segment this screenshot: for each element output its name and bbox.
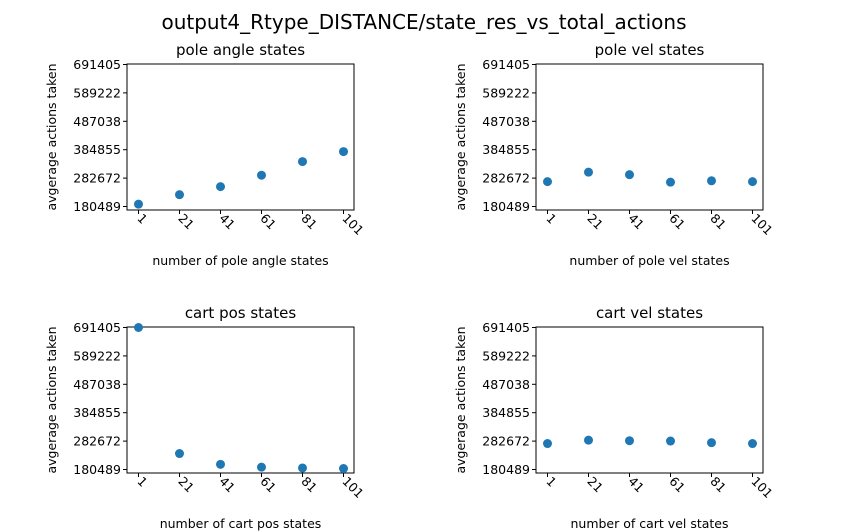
- y-tick-label: 180489: [73, 462, 121, 477]
- y-tick-label: 487038: [482, 377, 530, 392]
- x-tick-label: 61: [257, 211, 279, 233]
- y-tick-label: 589222: [482, 85, 530, 100]
- x-tick-label: 1: [134, 474, 150, 490]
- axes-frame: [126, 63, 355, 211]
- data-point: [748, 177, 757, 187]
- x-tick-label: 41: [216, 474, 238, 496]
- y-tick-label: 282672: [482, 171, 530, 186]
- subplot-title: cart vel states: [596, 304, 703, 322]
- x-tick-label: 1: [543, 211, 559, 227]
- y-tick-label: 487038: [73, 377, 121, 392]
- data-point: [298, 463, 307, 473]
- y-tick-label: 384855: [73, 405, 121, 420]
- data-point: [666, 177, 675, 187]
- x-tick-label: 101: [748, 474, 775, 501]
- data-point: [216, 459, 225, 469]
- x-axis-label: number of cart vel states: [570, 516, 728, 531]
- data-point: [707, 176, 716, 186]
- x-tick-label: 61: [666, 211, 688, 233]
- data-point: [339, 147, 348, 157]
- y-tick-label: 384855: [73, 142, 121, 157]
- y-tick-label: 384855: [482, 142, 530, 157]
- x-tick-label: 41: [625, 474, 647, 496]
- subplot-pole-angle-states: pole angle states 180489 282672 384855 48703…: [44, 41, 367, 268]
- figure-title: output4_Rtype_DISTANCE/state_res_vs_tota…: [161, 10, 686, 34]
- y-tick-label: 180489: [482, 199, 530, 214]
- x-tick-label: 21: [175, 211, 197, 233]
- y-tick-label: 691405: [482, 57, 530, 72]
- y-tick-label: 691405: [73, 57, 121, 72]
- y-axis-label: avgerage actions taken: [453, 326, 468, 473]
- y-tick-label: 384855: [482, 405, 530, 420]
- subplot-title: pole vel states: [595, 41, 705, 59]
- data-point: [543, 177, 552, 187]
- axes-frame: [535, 326, 764, 474]
- data-point: [707, 438, 716, 448]
- y-tick-label: 691405: [482, 320, 530, 335]
- x-axis-label: number of cart pos states: [160, 516, 322, 531]
- data-point: [543, 439, 552, 449]
- x-tick-label: 1: [543, 474, 559, 490]
- y-axis-label: avgerage actions taken: [44, 326, 59, 473]
- data-point: [216, 182, 225, 192]
- axes-frame: [535, 63, 764, 211]
- x-tick-label: 21: [175, 474, 197, 496]
- x-tick-label: 81: [707, 211, 729, 233]
- y-tick-label: 282672: [482, 434, 530, 449]
- x-tick-label: 21: [584, 211, 606, 233]
- subplot-pole-vel-states: pole vel states 180489 282672 384855 487038 5…: [453, 41, 776, 268]
- y-tick-label: 180489: [73, 199, 121, 214]
- data-point: [298, 157, 307, 167]
- x-axis-label: number of pole angle states: [152, 253, 328, 268]
- y-axis-label: avgerage actions taken: [44, 63, 59, 210]
- x-tick-label: 101: [339, 474, 366, 501]
- x-tick-label: 81: [707, 474, 729, 496]
- data-point: [134, 199, 143, 209]
- data-point: [175, 449, 184, 459]
- data-point: [134, 323, 143, 332]
- data-point: [748, 439, 757, 449]
- data-point: [584, 435, 593, 445]
- data-point: [257, 462, 266, 472]
- data-point: [339, 464, 348, 474]
- y-tick-label: 589222: [482, 348, 530, 363]
- y-tick-label: 282672: [73, 171, 121, 186]
- data-point: [625, 170, 634, 180]
- data-point: [625, 436, 634, 446]
- y-tick-label: 180489: [482, 462, 530, 477]
- y-tick-label: 487038: [73, 114, 121, 129]
- subplot-title: cart pos states: [185, 304, 297, 322]
- data-point: [584, 167, 593, 177]
- x-tick-label: 81: [298, 474, 320, 496]
- x-tick-label: 41: [625, 211, 647, 233]
- axes-frame: [126, 326, 355, 474]
- x-tick-label: 21: [584, 474, 606, 496]
- y-tick-label: 589222: [73, 85, 121, 100]
- x-tick-label: 81: [298, 211, 320, 233]
- y-tick-label: 487038: [482, 114, 530, 129]
- data-point: [666, 436, 675, 446]
- y-axis-label: avgerage actions taken: [453, 63, 468, 210]
- x-tick-label: 61: [666, 474, 688, 496]
- x-axis-label: number of pole vel states: [569, 253, 729, 268]
- subplot-cart-pos-states: cart pos states 180489 282672 384855 487038 5…: [44, 304, 367, 531]
- x-tick-label: 101: [748, 211, 775, 238]
- x-tick-label: 1: [134, 211, 150, 227]
- y-tick-label: 282672: [73, 434, 121, 449]
- x-tick-label: 61: [257, 474, 279, 496]
- data-point: [175, 190, 184, 200]
- x-tick-label: 101: [339, 211, 366, 238]
- x-tick-label: 41: [216, 211, 238, 233]
- subplot-cart-vel-states: cart vel states 180489 282672 384855 487038 5…: [453, 304, 776, 531]
- subplot-title: pole angle states: [176, 41, 305, 59]
- data-point: [257, 170, 266, 180]
- y-tick-label: 691405: [73, 320, 121, 335]
- y-tick-label: 589222: [73, 348, 121, 363]
